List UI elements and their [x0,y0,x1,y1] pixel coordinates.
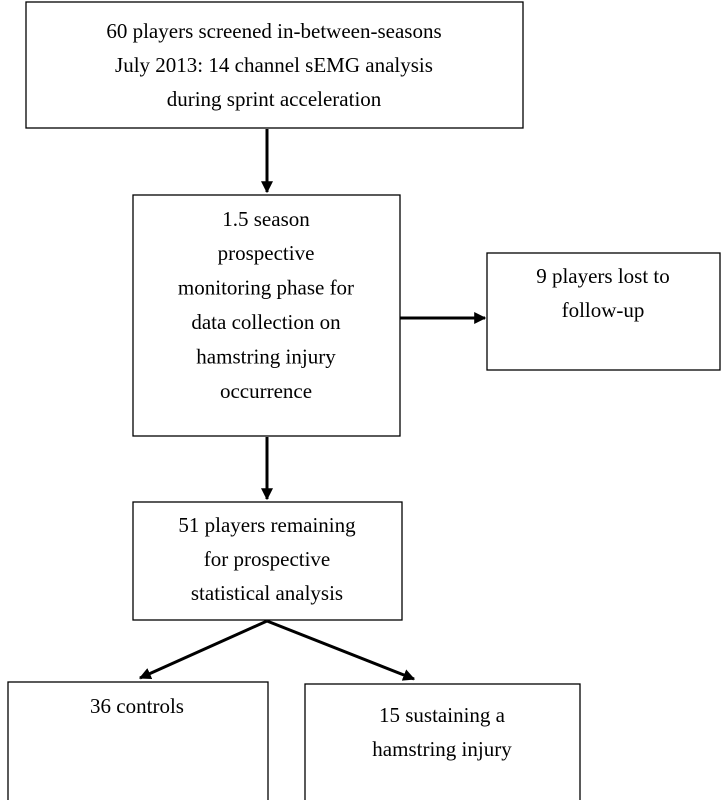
arrow [138,619,268,680]
box-remaining [132,501,403,621]
node-text: prospective [218,241,315,265]
box-lost [486,252,721,371]
node-text: data collection on [191,310,341,334]
node-text: occurrence [220,379,312,403]
node-text: for prospective [204,547,331,571]
arrow [266,619,416,681]
node-text: 1.5 season [222,207,310,231]
box-screening [25,1,524,129]
node-text: follow-up [562,298,645,322]
box-injured [304,683,581,800]
node-text: July 2013: 14 channel sEMG analysis [115,53,433,77]
node-text: statistical analysis [191,581,343,605]
node-text: 9 players lost to [536,264,670,288]
box-controls [7,681,269,800]
node-text: 36 controls [90,694,184,718]
node-text: hamstring injury [372,737,512,761]
node-text: during sprint acceleration [167,87,382,111]
node-text: monitoring phase for [178,276,354,300]
node-text: 60 players screened in-between-seasons [106,19,441,43]
box-monitoring [132,194,401,437]
node-text: 15 sustaining a [379,703,506,727]
node-text: hamstring injury [196,344,336,368]
node-text: 51 players remaining [178,513,356,537]
